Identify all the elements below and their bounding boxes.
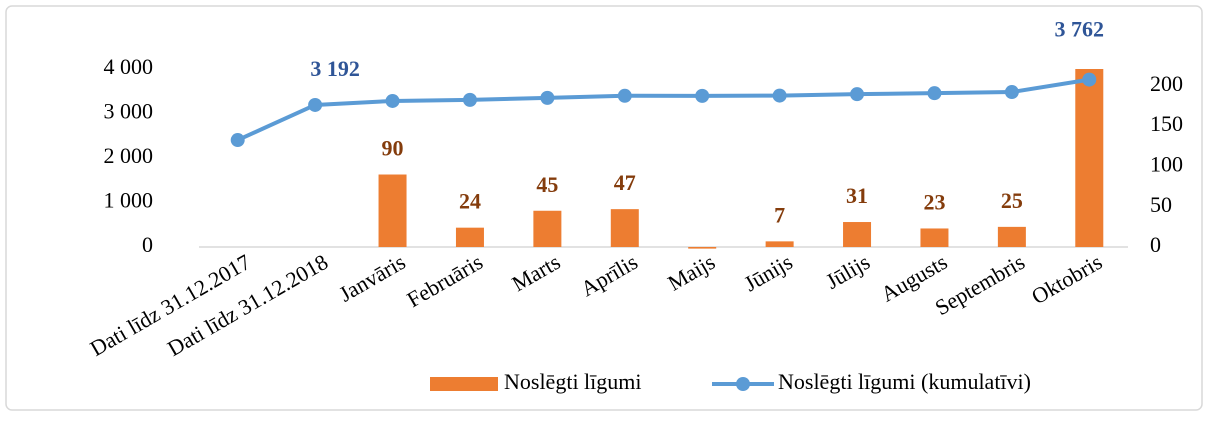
bar — [533, 210, 562, 247]
line-marker — [772, 88, 787, 103]
bar — [610, 209, 639, 247]
bar-value-label: 90 — [382, 136, 404, 161]
y-tick-label: 4 000 — [104, 54, 154, 79]
bar — [1075, 69, 1104, 247]
line-marker — [695, 88, 710, 103]
line-marker — [230, 133, 245, 148]
legend-label: Noslēgti līgumi — [504, 369, 642, 394]
bar — [920, 228, 949, 247]
bar — [688, 247, 717, 249]
line-marker — [617, 88, 632, 103]
y2-tick-label: 200 — [1150, 71, 1183, 96]
bar-value-label: 23 — [923, 190, 945, 215]
y2-tick-label: 50 — [1150, 192, 1172, 217]
bar-value-label: 7 — [774, 202, 785, 227]
line-marker — [1082, 72, 1097, 87]
bar — [997, 226, 1026, 247]
line-marker — [308, 97, 323, 112]
line-marker — [850, 87, 865, 102]
y-tick-label: 0 — [142, 232, 153, 257]
plot — [378, 69, 1104, 249]
line-marker — [927, 86, 942, 101]
y-tick-label: 2 000 — [104, 143, 154, 168]
bar-value-label: 31 — [846, 183, 868, 208]
bar-value-label: 45 — [536, 172, 558, 197]
y-tick-label: 3 000 — [104, 99, 154, 124]
line-marker — [462, 92, 477, 107]
line-value-label: 3 762 — [1055, 17, 1105, 42]
bar — [378, 174, 407, 247]
bar — [843, 222, 872, 247]
bar-value-label: 47 — [614, 170, 636, 195]
line-marker — [385, 93, 400, 108]
legend-swatch — [430, 377, 498, 391]
y2-tick-label: 100 — [1150, 152, 1183, 177]
y2-tick-label: 150 — [1150, 111, 1183, 136]
line — [236, 77, 1090, 142]
bar-value-label: 25 — [1001, 188, 1023, 213]
y-tick-label: 1 000 — [104, 188, 154, 213]
legend-marker — [736, 377, 750, 391]
bar — [455, 227, 484, 247]
line-value-label: 3 192 — [310, 56, 360, 81]
y2-tick-label: 0 — [1150, 232, 1161, 257]
bar-value-label: 24 — [459, 189, 481, 214]
bar — [765, 241, 794, 247]
chart-frame — [5, 5, 1203, 411]
line-marker — [540, 90, 555, 105]
line-marker — [1004, 85, 1019, 100]
legend-label: Noslēgti līgumi (kumulatīvi) — [778, 369, 1031, 394]
